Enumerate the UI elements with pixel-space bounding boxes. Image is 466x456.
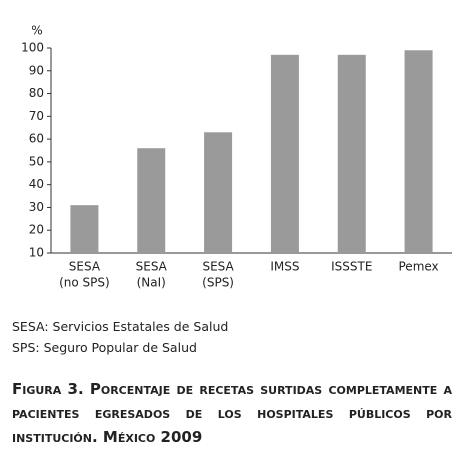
bar bbox=[404, 50, 433, 254]
x-tick-label: SESA bbox=[69, 260, 101, 274]
x-tick-label: (NaI) bbox=[137, 276, 166, 290]
y-tick-label: 50 bbox=[29, 154, 44, 168]
x-tick-label: SESA bbox=[136, 260, 168, 274]
y-axis-label: % bbox=[31, 24, 42, 38]
chart: % 10 20 30 40 50 60 70 80 90 100 SESA (no SPS) SESA (… bbox=[21, 24, 452, 290]
y-tick-label: 20 bbox=[29, 223, 44, 237]
y-tick-label: 40 bbox=[29, 177, 44, 191]
bar bbox=[137, 148, 166, 253]
y-tick-label: 30 bbox=[29, 200, 44, 214]
y-tick-label: 10 bbox=[29, 246, 44, 260]
x-tick-label: ISSSTE bbox=[331, 260, 372, 274]
x-tick-label: (SPS) bbox=[202, 276, 234, 290]
y-tick-label: 80 bbox=[29, 86, 44, 100]
x-tick-label: (no SPS) bbox=[59, 276, 110, 290]
y-tick-label: 90 bbox=[29, 63, 44, 77]
bar bbox=[204, 132, 233, 253]
y-tick-label: 100 bbox=[21, 41, 44, 55]
x-tick-label: IMSS bbox=[270, 260, 299, 274]
bar bbox=[70, 205, 99, 253]
y-tick-label: 60 bbox=[29, 132, 44, 146]
bar bbox=[270, 54, 299, 254]
figure-caption: Figura 3. Porcentaje de recetas surtidas… bbox=[12, 380, 452, 446]
x-tick-label: SESA bbox=[202, 260, 234, 274]
x-tick-label: Pemex bbox=[399, 260, 439, 274]
footnote: SPS: Seguro Popular de Salud bbox=[12, 340, 197, 355]
bar bbox=[337, 54, 366, 254]
y-tick-label: 70 bbox=[29, 109, 44, 123]
footnote: SESA: Servicios Estatales de Salud bbox=[12, 319, 229, 334]
